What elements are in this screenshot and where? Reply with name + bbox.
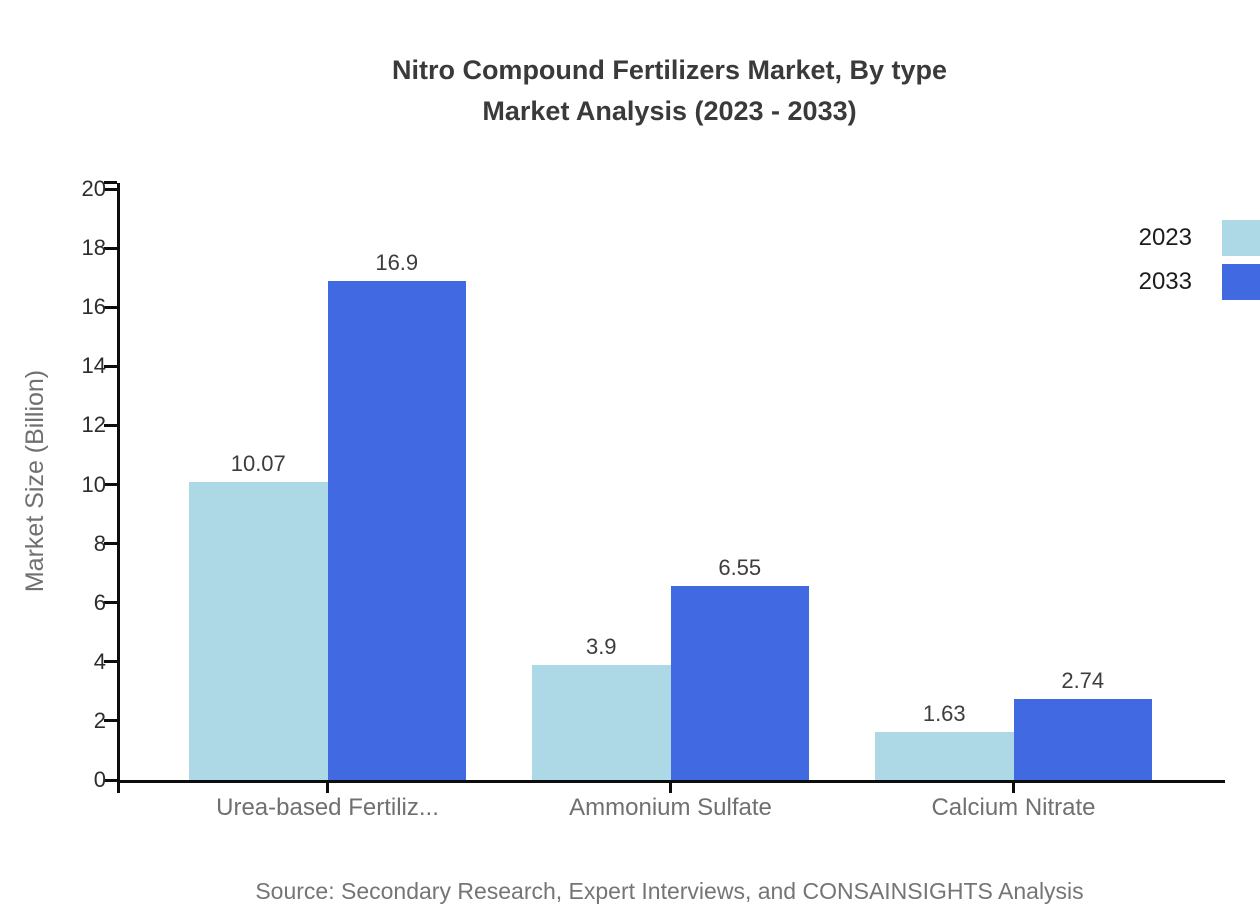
bar-value-label-2023-category-2: 1.63	[922, 700, 966, 726]
y-axis-tick-label: 18	[81, 235, 106, 261]
legend-label-2033: 2033	[1138, 268, 1192, 295]
y-axis-tick-label: 2	[93, 707, 106, 733]
y-axis-tick	[104, 305, 117, 309]
y-axis-tick-label: 20	[81, 176, 106, 201]
y-axis-top-cap-tick	[104, 181, 117, 184]
bar-value-label-2023-category-0: 10.07	[230, 451, 286, 477]
y-axis-tick	[104, 187, 117, 191]
bar-2023-category-1	[532, 664, 671, 780]
y-axis-tick-label: 8	[93, 530, 106, 556]
bar-value-label-2023-category-1: 3.9	[585, 633, 617, 659]
bar-2023-category-0	[189, 482, 328, 780]
bar-value-label-2033-category-2: 2.74	[1061, 668, 1105, 694]
bar-value-label-2033-category-1: 6.55	[718, 555, 762, 581]
y-axis-tick-label: 12	[81, 412, 106, 438]
x-axis-tick	[326, 780, 329, 793]
x-category-label-1: Ammonium Sulfate	[569, 794, 772, 821]
x-axis-tick	[1012, 780, 1015, 793]
y-axis-tick	[104, 364, 117, 368]
legend-item-2033[interactable]: 2033	[1139, 264, 1260, 300]
y-axis-tick	[104, 483, 117, 486]
bar-2023-category-2	[875, 731, 1014, 780]
y-axis-tick	[104, 719, 117, 723]
y-axis-tick-label: 14	[81, 353, 106, 379]
legend-swatch-2033	[1222, 264, 1260, 300]
y-axis-tick	[104, 601, 117, 605]
y-axis-tick	[104, 246, 117, 250]
y-axis-tick	[104, 660, 117, 664]
legend-swatch-2023	[1222, 220, 1260, 256]
legend-item-2023[interactable]: 2023	[1139, 220, 1260, 256]
y-axis-tick-label: 16	[81, 294, 106, 320]
bar-value-label-2033-category-0: 16.9	[375, 249, 419, 275]
legend: 2023 2033	[1139, 220, 1260, 300]
y-axis-tick-label: 4	[93, 648, 106, 674]
y-axis-tick-label: 0	[93, 767, 106, 792]
x-category-label-2: Calcium Nitrate	[931, 794, 1096, 821]
y-axis-bottom-stub	[117, 780, 120, 793]
chart-title: Nitro Compound Fertilizers Market, By ty…	[117, 50, 1222, 132]
chart-title-line2: Market Analysis (2023 - 2033)	[482, 96, 857, 126]
chart-title-line1: Nitro Compound Fertilizers Market, By ty…	[391, 55, 948, 85]
bar-2033-category-0	[327, 280, 466, 780]
y-axis-tick-label: 6	[93, 589, 106, 615]
legend-label-2023: 2023	[1138, 224, 1192, 251]
bar-2033-category-2	[1013, 699, 1152, 780]
y-axis-tick-label: 10	[81, 471, 106, 497]
y-axis-tick	[104, 423, 117, 427]
y-axis-tick	[104, 778, 117, 782]
bar-2033-category-1	[670, 586, 809, 780]
y-axis-tick	[104, 542, 117, 546]
plot-area: 0 2 4 6 8 10 12 14 16 18 20 Urea-based Fertiliz... 1…	[82, 176, 1225, 821]
x-axis-tick	[669, 780, 672, 793]
source-attribution: Source: Secondary Research, Expert Inter…	[255, 878, 1084, 904]
x-category-label-0: Urea-based Fertiliz...	[216, 794, 439, 821]
